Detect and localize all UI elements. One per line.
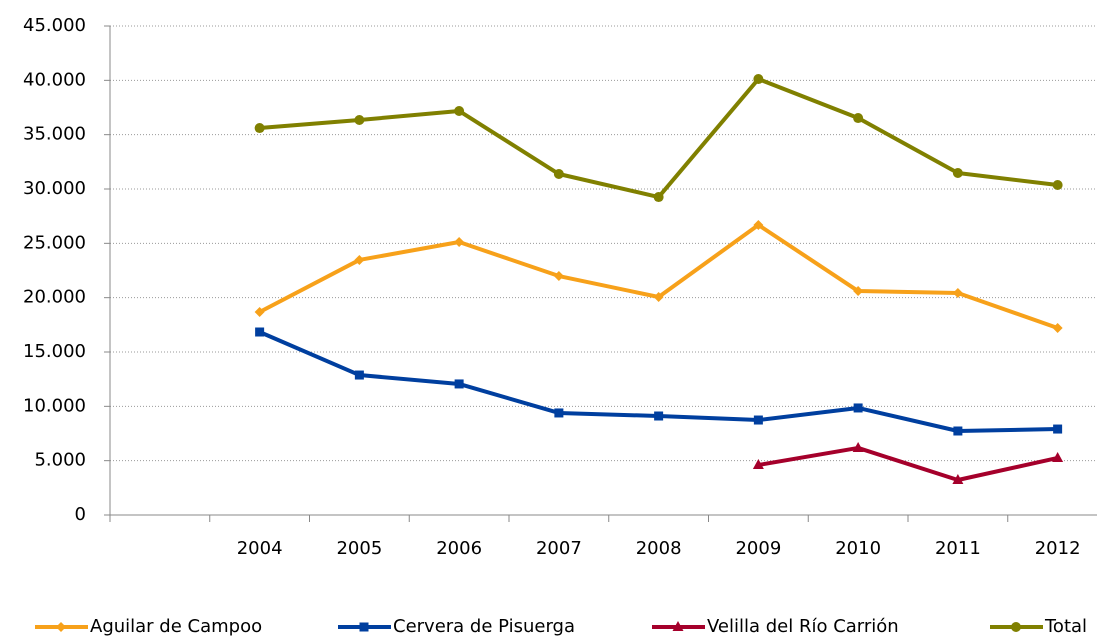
marker — [952, 168, 963, 179]
marker — [654, 411, 664, 421]
marker — [753, 415, 763, 425]
x-tick-label: 2009 — [735, 538, 781, 559]
marker — [752, 459, 764, 470]
x-tick-label: 2007 — [536, 538, 582, 559]
marker — [553, 271, 564, 282]
marker — [354, 254, 365, 265]
y-tick-label: 30.000 — [23, 178, 86, 199]
marker — [753, 74, 764, 85]
marker — [454, 379, 464, 389]
marker — [853, 113, 864, 124]
marker — [953, 426, 963, 436]
marker — [952, 474, 964, 485]
x-tick-label: 2008 — [636, 538, 682, 559]
y-tick-label: 5.000 — [34, 450, 86, 471]
marker — [553, 169, 564, 180]
marker — [1052, 179, 1063, 190]
marker — [952, 287, 963, 298]
legend-label: Cervera de Pisuerga — [393, 616, 575, 637]
legend-label: Velilla del Río Carrión — [707, 616, 899, 637]
marker — [853, 403, 863, 413]
series-line — [259, 77, 1058, 200]
marker — [255, 327, 265, 337]
y-tick-label: 15.000 — [23, 341, 86, 362]
y-tick-label: 20.000 — [23, 287, 86, 308]
legend-label: Total — [1044, 616, 1087, 637]
y-tick-label: 35.000 — [23, 124, 86, 145]
marker — [354, 114, 365, 125]
series-line — [258, 222, 1059, 330]
marker — [1053, 424, 1063, 434]
marker — [1011, 622, 1021, 632]
marker — [354, 370, 364, 380]
x-tick-label: 2010 — [835, 538, 881, 559]
x-tick-label: 2012 — [1035, 538, 1081, 559]
marker — [852, 441, 864, 452]
y-tick-label: 0 — [75, 504, 86, 525]
y-tick-label: 25.000 — [23, 232, 86, 253]
series-line — [758, 445, 1059, 483]
marker — [254, 307, 265, 318]
marker — [454, 237, 465, 248]
y-tick-label: 40.000 — [23, 69, 86, 90]
marker — [653, 292, 664, 303]
marker — [56, 622, 66, 632]
marker — [254, 123, 265, 134]
x-tick-label: 2005 — [336, 538, 382, 559]
marker — [1052, 451, 1064, 462]
marker — [672, 621, 684, 631]
marker — [653, 192, 664, 203]
marker — [1052, 322, 1063, 333]
legend-label: Aguilar de Campoo — [90, 616, 262, 637]
x-tick-label: 2011 — [935, 538, 981, 559]
y-tick-label: 45.000 — [23, 15, 86, 36]
x-tick-label: 2004 — [237, 538, 283, 559]
marker — [454, 105, 465, 116]
marker — [753, 219, 764, 230]
x-tick-label: 2006 — [436, 538, 482, 559]
marker — [554, 408, 564, 418]
marker — [853, 286, 864, 297]
y-tick-label: 10.000 — [23, 395, 86, 416]
marker — [359, 622, 369, 632]
